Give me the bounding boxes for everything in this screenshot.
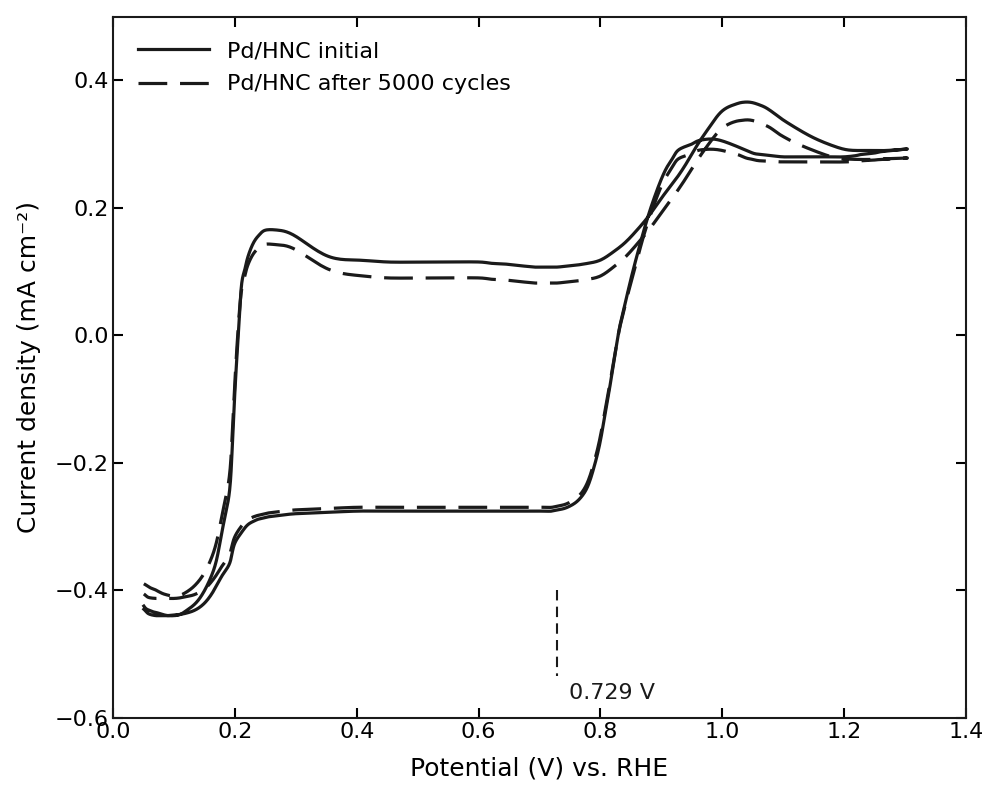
Pd/HNC initial <box>138 601 150 611</box>
Pd/HNC after 5000 cycles <box>159 594 171 603</box>
Pd/HNC initial <box>159 611 171 620</box>
Pd/HNC after 5000 cycles <box>503 503 515 512</box>
Line: Pd/HNC initial: Pd/HNC initial <box>144 102 907 616</box>
Legend: Pd/HNC initial, Pd/HNC after 5000 cycles: Pd/HNC initial, Pd/HNC after 5000 cycles <box>125 28 524 108</box>
Pd/HNC after 5000 cycles <box>741 115 753 124</box>
Y-axis label: Current density (mA cm⁻²): Current density (mA cm⁻²) <box>17 201 41 533</box>
Pd/HNC initial <box>865 146 877 155</box>
X-axis label: Potential (V) vs. RHE: Potential (V) vs. RHE <box>411 756 669 780</box>
Text: 0.729 V: 0.729 V <box>569 682 655 702</box>
Pd/HNC after 5000 cycles <box>138 589 150 599</box>
Pd/HNC initial <box>741 97 753 107</box>
Pd/HNC initial <box>887 146 899 155</box>
Pd/HNC after 5000 cycles <box>864 155 876 164</box>
Pd/HNC initial <box>159 611 171 620</box>
Pd/HNC initial <box>175 609 187 618</box>
Pd/HNC after 5000 cycles <box>175 591 187 600</box>
Pd/HNC initial <box>502 506 514 516</box>
Line: Pd/HNC after 5000 cycles: Pd/HNC after 5000 cycles <box>144 120 907 599</box>
Pd/HNC after 5000 cycles <box>153 594 165 603</box>
Pd/HNC after 5000 cycles <box>888 154 900 163</box>
Pd/HNC after 5000 cycles <box>138 579 150 588</box>
Pd/HNC after 5000 cycles <box>160 594 172 603</box>
Pd/HNC initial <box>138 604 150 614</box>
Pd/HNC initial <box>165 611 177 621</box>
